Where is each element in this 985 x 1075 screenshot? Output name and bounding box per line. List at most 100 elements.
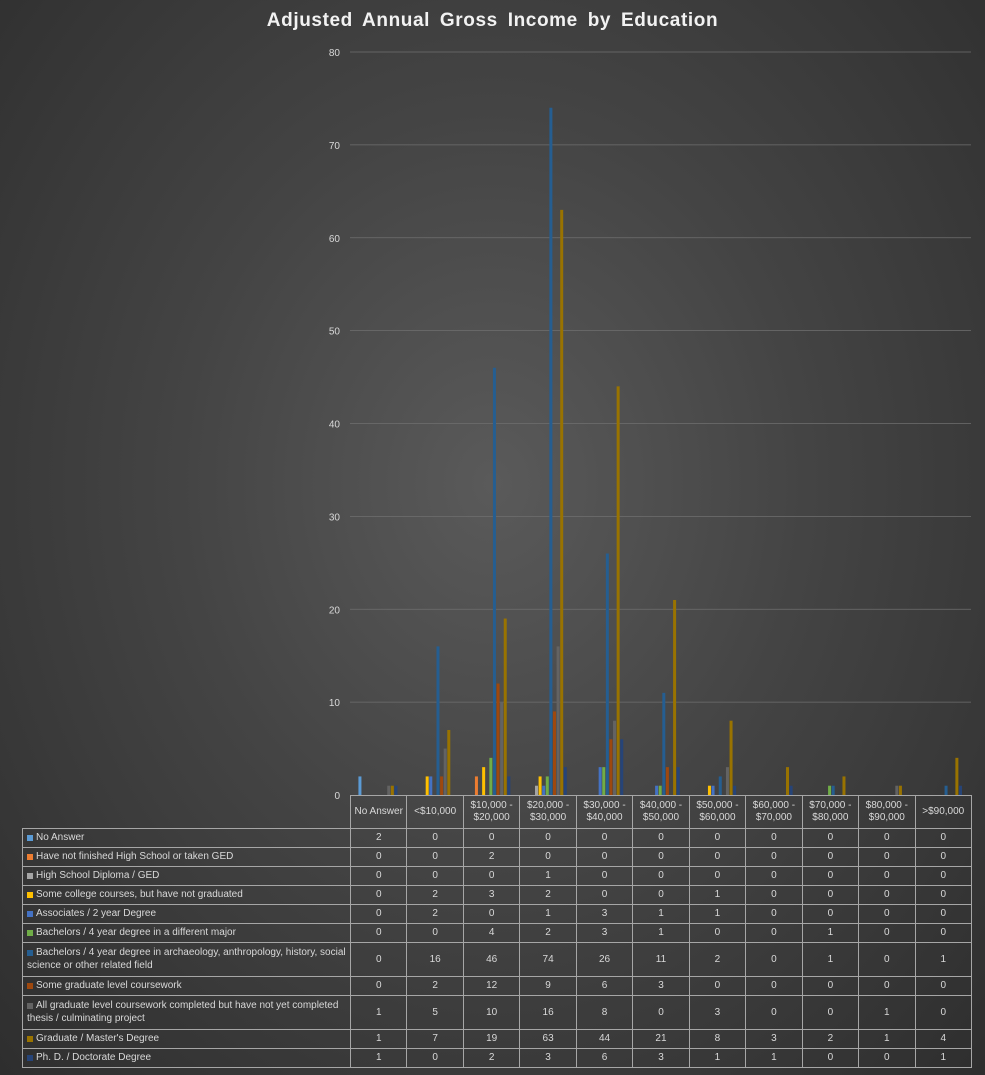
- data-value-cell: 1: [801, 923, 860, 943]
- data-value-cell: 1: [745, 1048, 803, 1068]
- table-row: Some college courses, but have not gradu…: [22, 885, 972, 905]
- series-label-cell: Some graduate level coursework: [22, 976, 351, 996]
- data-value-cell: 1: [914, 942, 972, 977]
- data-value-cell: 0: [688, 847, 747, 867]
- table-row: Some graduate level coursework 0 2 12 9 6 3 0 0 0…: [22, 976, 972, 996]
- data-value-cell: 0: [914, 828, 972, 848]
- data-value-cell: 1: [632, 923, 690, 943]
- legend-swatch: [27, 929, 33, 936]
- data-value-cell: 3: [575, 904, 634, 924]
- data-value-cell: 0: [858, 866, 916, 886]
- data-value-cell: 0: [745, 885, 803, 905]
- series-label-cell: Some college courses, but have not gradu…: [22, 885, 351, 905]
- bar: [387, 785, 391, 795]
- y-tick-label: 20: [329, 605, 341, 616]
- data-value-cell: 2: [462, 1048, 521, 1068]
- bar: [898, 785, 902, 795]
- series-label-cell: Have not finished High School or taken G…: [22, 847, 351, 867]
- legend-swatch: [27, 910, 33, 917]
- data-value-cell: 0: [575, 885, 634, 905]
- data-value-cell: 0: [575, 828, 634, 848]
- data-value-cell: 11: [632, 942, 690, 977]
- bar: [534, 785, 538, 795]
- data-value-cell: 0: [632, 828, 690, 848]
- data-value-cell: 0: [406, 1048, 464, 1068]
- x-tick-label: >$90,000: [914, 795, 972, 829]
- bar: [707, 785, 711, 795]
- data-value-cell: 3: [745, 1029, 803, 1049]
- data-value-cell: 16: [406, 942, 464, 977]
- data-value-cell: 21: [632, 1029, 690, 1049]
- data-value-cell: 0: [688, 976, 747, 996]
- data-table: No Answer <$10,000 $10,000 - $20,000 $20,00…: [22, 795, 972, 1068]
- data-value-cell: 0: [688, 923, 747, 943]
- data-value-cell: 6: [575, 976, 634, 996]
- data-value-cell: 1: [349, 995, 408, 1030]
- data-value-cell: 0: [801, 976, 860, 996]
- data-value-cell: 3: [575, 923, 634, 943]
- data-value-cell: 0: [801, 995, 860, 1030]
- x-tick-label: $40,000 - $50,000: [632, 795, 690, 829]
- data-value-cell: 4: [914, 1029, 972, 1049]
- data-value-cell: 0: [914, 866, 972, 886]
- data-value-cell: 3: [519, 1048, 577, 1068]
- data-value-cell: 44: [575, 1029, 634, 1049]
- data-value-cell: 1: [519, 866, 577, 886]
- data-value-cell: 0: [406, 828, 464, 848]
- data-value-cell: 1: [688, 1048, 747, 1068]
- data-value-cell: 0: [858, 904, 916, 924]
- y-tick-label: 50: [329, 327, 341, 338]
- data-value-cell: 0: [745, 995, 803, 1030]
- bar: [482, 767, 486, 795]
- bar: [552, 711, 556, 795]
- data-value-cell: 0: [632, 995, 690, 1030]
- data-value-cell: 5: [406, 995, 464, 1030]
- data-value-cell: 0: [914, 995, 972, 1030]
- x-tick-label: $80,000 - $90,000: [858, 795, 916, 829]
- legend-swatch: [27, 872, 33, 879]
- data-value-cell: 0: [801, 885, 860, 905]
- bar: [563, 767, 567, 795]
- data-value-cell: 0: [349, 847, 408, 867]
- data-value-cell: 8: [575, 995, 634, 1030]
- data-value-cell: 2: [688, 942, 747, 977]
- bar: [447, 729, 451, 795]
- table-corner: [23, 796, 351, 829]
- bar: [828, 785, 832, 795]
- data-value-cell: 0: [519, 847, 577, 867]
- bar: [538, 776, 542, 795]
- data-value-cell: 7: [406, 1029, 464, 1049]
- data-value-cell: 6: [575, 1048, 634, 1068]
- bar: [665, 767, 669, 795]
- bar: [556, 646, 560, 795]
- bar: [711, 785, 715, 795]
- data-value-cell: 2: [406, 885, 464, 905]
- bar: [789, 785, 793, 795]
- data-value-cell: 46: [462, 942, 521, 977]
- legend-swatch: [27, 1002, 33, 1009]
- data-value-cell: 1: [688, 904, 747, 924]
- data-value-cell: 0: [858, 976, 916, 996]
- series-name: Graduate / Master's Degree: [36, 1032, 160, 1044]
- series-name: All graduate level coursework completed …: [27, 999, 339, 1024]
- y-tick-label: 70: [329, 141, 341, 152]
- data-value-cell: 0: [745, 847, 803, 867]
- data-value-cell: 0: [858, 885, 916, 905]
- data-value-cell: 63: [519, 1029, 577, 1049]
- data-value-cell: 0: [349, 866, 408, 886]
- x-tick-label: $30,000 - $40,000: [575, 795, 634, 829]
- data-value-cell: 0: [632, 866, 690, 886]
- data-value-cell: 3: [462, 885, 521, 905]
- series-label-cell: Associates / 2 year Degree: [22, 904, 351, 924]
- data-value-cell: 2: [801, 1029, 860, 1049]
- data-value-cell: 0: [914, 976, 972, 996]
- bar: [474, 776, 478, 795]
- bar: [655, 785, 659, 795]
- data-value-cell: 0: [745, 976, 803, 996]
- data-value-cell: 2: [349, 828, 408, 848]
- series-label-cell: Graduate / Master's Degree: [22, 1029, 351, 1049]
- series-name: Some graduate level coursework: [36, 979, 182, 991]
- series-name: Have not finished High School or taken G…: [36, 850, 234, 862]
- series-label-cell: High School Diploma / GED: [22, 866, 351, 886]
